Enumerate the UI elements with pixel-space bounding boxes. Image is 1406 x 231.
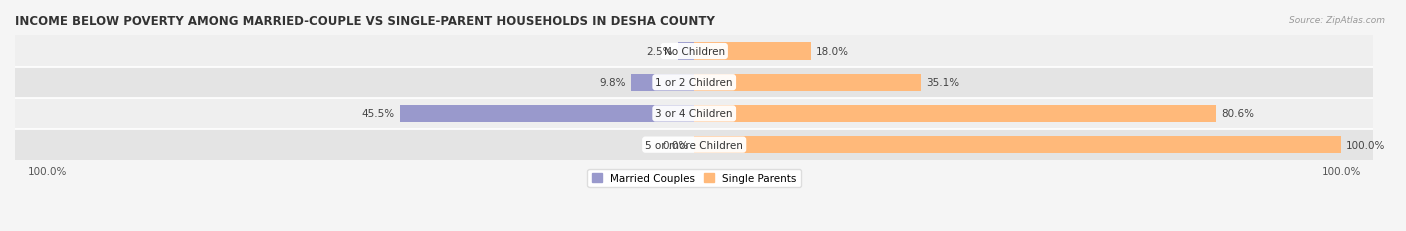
Legend: Married Couples, Single Parents: Married Couples, Single Parents: [588, 169, 801, 187]
Text: 9.8%: 9.8%: [599, 78, 626, 88]
Bar: [15, 129, 1374, 161]
Text: 2.5%: 2.5%: [647, 47, 673, 57]
Text: 35.1%: 35.1%: [927, 78, 959, 88]
Bar: [695, 43, 811, 60]
Text: No Children: No Children: [664, 47, 724, 57]
Text: 0.0%: 0.0%: [662, 140, 689, 150]
Text: 80.6%: 80.6%: [1220, 109, 1254, 119]
Bar: [399, 105, 695, 122]
Text: 5 or more Children: 5 or more Children: [645, 140, 744, 150]
Bar: [631, 74, 695, 91]
Text: 3 or 4 Children: 3 or 4 Children: [655, 109, 733, 119]
Bar: [695, 74, 921, 91]
Text: 1 or 2 Children: 1 or 2 Children: [655, 78, 733, 88]
Bar: [678, 43, 695, 60]
Bar: [695, 137, 1341, 154]
Bar: [695, 105, 1216, 122]
Bar: [15, 98, 1374, 129]
Text: INCOME BELOW POVERTY AMONG MARRIED-COUPLE VS SINGLE-PARENT HOUSEHOLDS IN DESHA C: INCOME BELOW POVERTY AMONG MARRIED-COUPL…: [15, 15, 714, 28]
Bar: [15, 67, 1374, 98]
Text: Source: ZipAtlas.com: Source: ZipAtlas.com: [1289, 16, 1385, 25]
Bar: [15, 36, 1374, 67]
Text: 100.0%: 100.0%: [1347, 140, 1386, 150]
Text: 18.0%: 18.0%: [815, 47, 849, 57]
Text: 45.5%: 45.5%: [361, 109, 395, 119]
